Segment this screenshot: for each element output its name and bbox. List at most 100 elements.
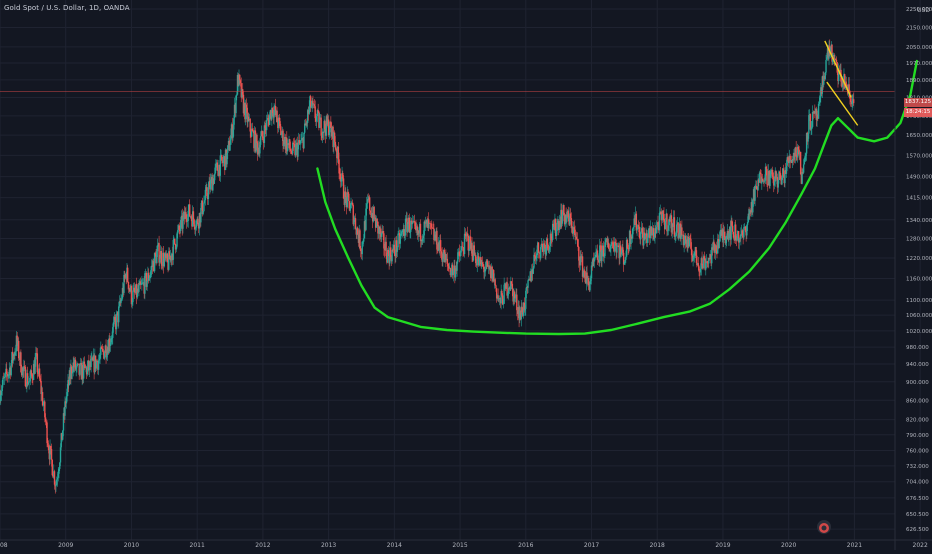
candle-body [71, 372, 74, 374]
candle-body [793, 152, 795, 160]
candle-body [519, 310, 522, 320]
candle-body [703, 256, 705, 260]
candle-body [448, 266, 450, 269]
candle-body [787, 160, 790, 164]
candle-body [144, 272, 147, 274]
candle-body [168, 251, 170, 270]
candle-body [287, 143, 289, 146]
candle-body [396, 247, 399, 252]
candle-body [675, 224, 678, 233]
candle-body [290, 150, 292, 154]
candle-body [131, 302, 133, 305]
candle-body [632, 227, 635, 229]
candle-body [849, 98, 852, 102]
candle-body [97, 361, 99, 370]
candle-body [430, 223, 432, 225]
candle-body [445, 254, 447, 261]
candle-body [839, 69, 841, 74]
candle-body [789, 155, 791, 162]
y-tick-label: 980.000 [906, 345, 929, 351]
symbol-title[interactable]: Gold Spot / U.S. Dollar, 1D, OANDA [4, 4, 130, 12]
candle-body [679, 223, 682, 239]
candle-body [570, 218, 573, 229]
candle-body [80, 363, 83, 380]
candle-body [28, 381, 30, 383]
candle-body [749, 210, 752, 213]
candle-body [289, 139, 291, 149]
candle-body [831, 44, 833, 62]
candle-body [661, 214, 663, 221]
candle-body [494, 279, 496, 286]
candle-body [508, 287, 511, 288]
candle-body [675, 232, 677, 236]
candle-body [776, 177, 779, 188]
candle-body [220, 155, 222, 156]
candle-body [159, 258, 161, 263]
candle-body [150, 265, 153, 271]
candle-body [29, 370, 32, 378]
candle-body [242, 89, 244, 95]
candle-body [72, 362, 74, 373]
grid-layer [0, 0, 921, 540]
candle-body [357, 227, 359, 235]
candle-body [183, 211, 185, 218]
candle-body [728, 233, 730, 240]
candle-body [594, 256, 596, 258]
candle-body [278, 117, 281, 122]
candle-body [387, 249, 390, 254]
candle-body [620, 251, 623, 255]
candle-body [211, 177, 213, 191]
candle-body [183, 211, 186, 220]
candle-body [367, 199, 369, 200]
candle-body [542, 245, 544, 252]
candle-body [634, 213, 637, 225]
candle-body [171, 253, 174, 260]
candle-body [98, 358, 101, 361]
candle-body [599, 245, 602, 247]
candle-body [392, 244, 395, 251]
candle-body [422, 238, 424, 242]
candle-body [280, 134, 283, 136]
candle-body [372, 207, 375, 222]
y-tick-label: 732.000 [906, 464, 929, 470]
candle-body [484, 271, 486, 273]
candle-body [748, 213, 750, 215]
candle-body [605, 239, 607, 243]
candle-body [289, 148, 292, 151]
candle-body [617, 245, 620, 248]
candle-body [634, 218, 636, 225]
candle-body [501, 295, 504, 305]
candle-body [587, 277, 590, 286]
candle-body [664, 221, 667, 230]
candle-body [746, 224, 748, 236]
candle-body [697, 263, 700, 267]
candle-body [322, 131, 325, 133]
candle-body [266, 118, 269, 121]
candle-body [790, 160, 792, 162]
candle-body [373, 207, 375, 220]
candle-body [545, 248, 547, 255]
candle-body [687, 237, 689, 248]
y-tick-label: 676.500 [906, 496, 929, 502]
candle-body [3, 376, 6, 379]
candle-body [419, 223, 422, 242]
candle-body [41, 392, 43, 394]
candle-body [513, 291, 515, 302]
candle-body [773, 181, 776, 186]
candle-body [52, 475, 54, 478]
y-tick-label: 1060.000 [906, 313, 932, 319]
candle-body [180, 215, 183, 221]
candle-body [551, 239, 553, 241]
candle-body [439, 240, 442, 252]
tradingview-logo-icon[interactable] [817, 520, 831, 534]
candle-body [469, 236, 472, 249]
candle-body [118, 306, 120, 323]
candle-body [488, 265, 490, 269]
candle-body [51, 459, 53, 476]
candle-body [390, 256, 393, 262]
candle-body [513, 291, 516, 299]
candle-body [460, 246, 463, 251]
candle-body [599, 245, 601, 263]
